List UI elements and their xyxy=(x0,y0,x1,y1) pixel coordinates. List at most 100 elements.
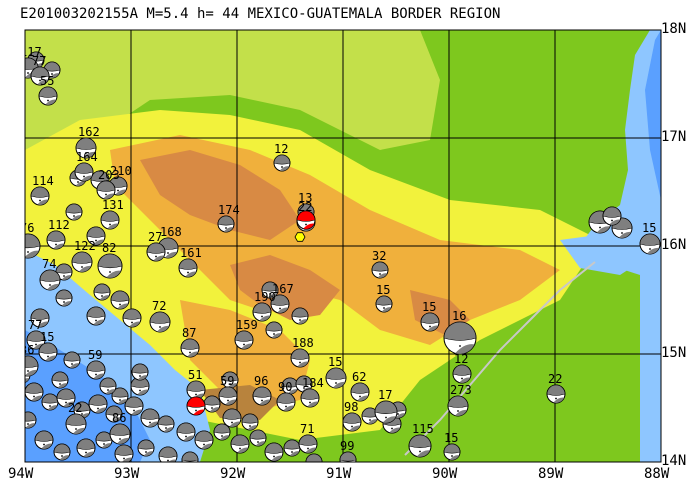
focal-mechanism xyxy=(138,440,154,456)
focal-mechanism xyxy=(31,187,49,205)
focal-mechanism xyxy=(181,339,199,357)
focal-mechanism xyxy=(158,416,174,432)
focal-mechanism xyxy=(94,284,110,300)
depth-label: 51 xyxy=(188,368,202,382)
focal-mechanism xyxy=(66,414,86,434)
focal-mechanism xyxy=(421,313,439,331)
depth-label: 15 xyxy=(376,283,390,297)
focal-mechanism xyxy=(18,356,38,376)
depth-label: 17 xyxy=(378,388,392,402)
focal-mechanism xyxy=(25,383,43,401)
focal-mechanism xyxy=(265,443,283,461)
focal-mechanism xyxy=(115,445,133,463)
depth-label: 27 xyxy=(148,230,162,244)
lon-label-94w: 94W xyxy=(8,466,33,482)
focal-mechanism xyxy=(284,440,300,456)
focal-mechanism xyxy=(179,259,197,277)
depth-label: 203 xyxy=(98,168,120,182)
depth-label: 22 xyxy=(548,372,562,386)
depth-label: 164 xyxy=(76,150,98,164)
focal-mechanism xyxy=(266,322,282,338)
focal-mechanism xyxy=(177,423,195,441)
focal-mechanism xyxy=(16,234,40,258)
focal-mechanism xyxy=(219,387,237,405)
epicenter-marker xyxy=(295,233,305,242)
focal-mechanism xyxy=(123,309,141,327)
lat-label-15n: 15N xyxy=(661,345,686,361)
depth-label: 71 xyxy=(300,422,314,436)
depth-label: 86 xyxy=(112,411,126,425)
focal-mechanism xyxy=(141,409,159,427)
focal-mechanism xyxy=(187,381,205,399)
depth-label: 62 xyxy=(352,370,366,384)
focal-mechanism xyxy=(299,435,317,453)
focal-mechanism xyxy=(77,439,95,457)
focal-mechanism xyxy=(101,211,119,229)
depth-label: 15 xyxy=(444,431,458,445)
focal-mechanism xyxy=(87,307,105,325)
lat-label-16n: 16N xyxy=(661,237,686,253)
focal-mechanism xyxy=(292,308,308,324)
depth-label: 15 xyxy=(642,221,656,235)
depth-label: 32 xyxy=(372,249,386,263)
focal-mechanism xyxy=(150,312,170,332)
lat-label-18n: 18N xyxy=(661,21,686,37)
focal-mechanism xyxy=(274,155,290,171)
focal-mechanism xyxy=(47,231,65,249)
focal-mechanism xyxy=(39,343,57,361)
focal-mechanism xyxy=(40,270,60,290)
depth-label: 12 xyxy=(274,142,288,156)
focal-mechanism xyxy=(97,181,115,199)
depth-label: 59 xyxy=(220,374,234,388)
depth-label: 76 xyxy=(20,221,34,235)
depth-label: 159 xyxy=(236,318,258,332)
focal-mechanism xyxy=(89,395,107,413)
focal-mechanism xyxy=(640,234,660,254)
focal-mechanism xyxy=(111,291,129,309)
focal-mechanism xyxy=(301,389,319,407)
focal-mechanism xyxy=(98,254,122,278)
lon-label-91w: 91W xyxy=(326,466,351,482)
depth-label: 16 xyxy=(452,309,466,323)
focal-mechanism xyxy=(603,207,621,225)
focal-mechanism xyxy=(52,372,68,388)
focal-mechanism xyxy=(372,262,388,278)
depth-label: 22 xyxy=(298,200,312,214)
depth-label: 15 xyxy=(422,300,436,314)
focal-mechanism xyxy=(376,296,392,312)
depth-label: 22 xyxy=(68,401,82,415)
focal-mechanism xyxy=(182,452,198,468)
focal-mechanism xyxy=(195,431,213,449)
focal-mechanism xyxy=(110,424,130,444)
focal-mechanism xyxy=(453,365,471,383)
focal-mechanism xyxy=(409,435,431,457)
depth-label: 273 xyxy=(450,383,472,397)
focal-mechanism xyxy=(54,444,70,460)
lat-label-17n: 17N xyxy=(661,129,686,145)
terrain-layer: 1177755162164210203114131121741322112761… xyxy=(14,30,661,470)
lon-label-92w: 92W xyxy=(220,466,245,482)
depth-label: 114 xyxy=(32,174,54,188)
focal-mechanism xyxy=(35,431,53,449)
focal-mechanism xyxy=(147,243,165,261)
focal-mechanism xyxy=(87,361,105,379)
map-title: E201003202155A M=5.4 h= 44 MEXICO-GUATEM… xyxy=(20,6,500,22)
focal-mechanism xyxy=(56,290,72,306)
depth-label: 15 xyxy=(40,330,54,344)
depth-label: 112 xyxy=(48,218,70,232)
depth-label: 115 xyxy=(412,422,434,436)
depth-label: 131 xyxy=(102,198,124,212)
focal-mechanism xyxy=(20,412,36,428)
depth-label: 99 xyxy=(340,439,354,453)
depth-label: 55 xyxy=(40,74,54,88)
focal-mechanism xyxy=(231,435,249,453)
focal-mechanism xyxy=(100,378,116,394)
focal-mechanism xyxy=(448,396,468,416)
depth-label: 36 xyxy=(20,343,34,357)
lon-label-93w: 93W xyxy=(114,466,139,482)
focal-mechanism xyxy=(72,252,92,272)
focal-mechanism xyxy=(64,352,80,368)
depth-label: 12 xyxy=(454,352,468,366)
focal-mechanism xyxy=(444,322,476,354)
focal-mechanism xyxy=(132,364,148,380)
